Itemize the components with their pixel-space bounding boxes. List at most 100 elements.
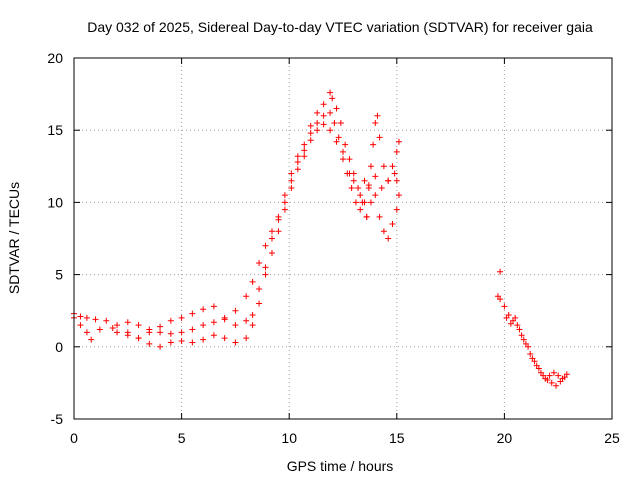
x-tick-label: 15 [389,430,405,446]
data-point [548,379,555,386]
data-point [314,109,321,116]
data-point [314,119,321,126]
data-point [262,271,269,278]
data-point [542,375,549,382]
data-point [376,213,383,220]
data-point [301,147,308,154]
data-point [529,355,536,362]
data-point [200,306,207,313]
data-point [92,316,99,323]
data-point [355,184,362,191]
data-point [331,119,338,126]
data-point [361,177,368,184]
data-point [546,372,553,379]
plot-frame [73,57,613,420]
data-point [533,362,540,369]
data-point [167,339,174,346]
data-point [88,336,95,343]
data-point [320,112,327,119]
data-point [340,156,346,163]
data-point [563,371,570,378]
data-point [200,336,207,343]
data-point [559,375,566,382]
data-point [340,148,346,155]
data-points [71,89,570,389]
data-point [109,325,116,332]
data-point [157,343,164,350]
data-point [167,330,174,337]
data-point [365,182,372,189]
data-point [83,314,90,321]
data-point [301,153,308,160]
data-point [374,112,381,119]
grid-lines [74,58,612,419]
data-point [232,322,239,329]
data-point [249,322,256,329]
data-point [333,138,340,145]
data-point [262,264,269,271]
data-point [135,335,142,342]
data-point [275,228,282,235]
data-point [376,134,383,141]
data-point [232,339,239,346]
data-point [249,278,256,285]
data-point [372,173,379,180]
x-tick-labels: 0 5 10 15 20 25 [70,430,620,446]
data-point [178,329,185,336]
data-point [514,322,521,329]
y-axis-title: SDTVAR / TECUs [6,182,22,294]
y-tick-label: 0 [55,339,63,355]
data-point [393,177,400,184]
data-point [178,338,185,345]
data-point [497,296,504,303]
data-point [268,249,275,256]
x-tick-label: 5 [178,430,186,446]
data-point [243,335,250,342]
data-point [391,170,398,177]
y-tick-labels: -5 0 5 10 15 20 [47,50,63,427]
data-point [124,332,131,339]
data-point [385,235,392,242]
data-point [527,351,534,358]
data-point [268,235,275,242]
data-point [243,293,250,300]
data-point [352,199,359,206]
data-point [281,199,288,206]
x-axis-title: GPS time / hours [287,458,394,474]
data-point [320,121,327,128]
data-point [335,134,342,141]
data-point [555,372,562,379]
data-point [157,323,164,330]
data-point [363,213,370,220]
data-point [395,138,402,145]
data-point [307,130,314,137]
data-point [367,199,374,206]
data-point [372,119,379,126]
data-point [307,122,314,129]
data-point [281,192,288,199]
data-point [167,317,174,324]
y-tick-label: 10 [47,194,63,210]
data-point [342,141,349,148]
data-point [329,95,336,102]
data-point [320,101,327,108]
data-point [77,313,84,320]
data-point [389,221,396,228]
data-point [346,170,353,177]
data-point [232,307,239,314]
data-point [307,137,314,144]
data-point [249,312,256,319]
data-point [357,192,364,199]
data-point [146,329,153,336]
data-point [189,339,196,346]
data-point [553,382,560,389]
data-point [294,166,301,173]
y-tick-label: 15 [47,122,63,138]
data-point [520,336,527,343]
data-point [385,177,392,184]
data-point [243,317,250,324]
data-point [507,320,514,327]
data-point [372,192,379,199]
x-tick-label: 20 [497,430,513,446]
